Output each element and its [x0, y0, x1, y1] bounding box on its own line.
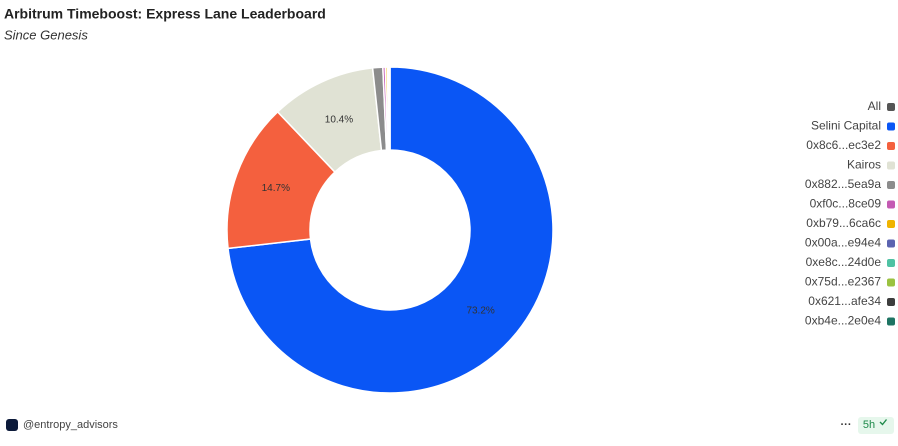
chart-title: Arbitrum Timeboost: Express Lane Leaderb…	[4, 6, 326, 22]
legend-label[interactable]: 0x00a...e94e4	[805, 236, 881, 250]
legend-marker[interactable]	[887, 181, 895, 189]
legend-marker[interactable]	[887, 220, 895, 228]
legend-marker[interactable]	[887, 162, 895, 170]
legend-marker[interactable]	[887, 240, 895, 248]
age: 5h	[863, 419, 875, 431]
legend-marker[interactable]	[887, 142, 895, 150]
menu[interactable]: ···	[841, 419, 852, 431]
author-icon	[6, 419, 18, 431]
legend-marker[interactable]	[887, 201, 895, 209]
data-label: 73.2%	[466, 306, 494, 317]
legend-label[interactable]: 0x8c6...ec3e2	[806, 138, 881, 152]
data-label: 10.4%	[325, 114, 353, 125]
legend-marker[interactable]	[887, 123, 895, 131]
legend-marker[interactable]	[887, 103, 895, 111]
legend-label[interactable]: 0xb79...6ca6c	[806, 216, 881, 230]
legend-label[interactable]: 0x882...5ea9a	[805, 177, 881, 191]
author[interactable]: @entropy_advisors	[23, 419, 118, 431]
legend-label[interactable]: Kairos	[847, 158, 881, 172]
legend-marker[interactable]	[887, 298, 895, 306]
legend-label[interactable]: 0x75d...e2367	[805, 275, 881, 289]
data-label: 14.7%	[262, 183, 290, 194]
legend-marker[interactable]	[887, 259, 895, 267]
legend-label[interactable]: Selini Capital	[811, 119, 881, 133]
chart-subtitle: Since Genesis	[4, 27, 88, 42]
legend-label[interactable]: All	[868, 99, 881, 113]
legend-label[interactable]: 0xe8c...24d0e	[806, 255, 882, 269]
legend-label[interactable]: 0xf0c...8ce09	[810, 197, 882, 211]
legend-marker[interactable]	[887, 318, 895, 326]
legend-marker[interactable]	[887, 279, 895, 287]
legend-label[interactable]: 0x621...afe34	[808, 294, 881, 308]
legend-label[interactable]: 0xb4e...2e0e4	[805, 314, 881, 328]
